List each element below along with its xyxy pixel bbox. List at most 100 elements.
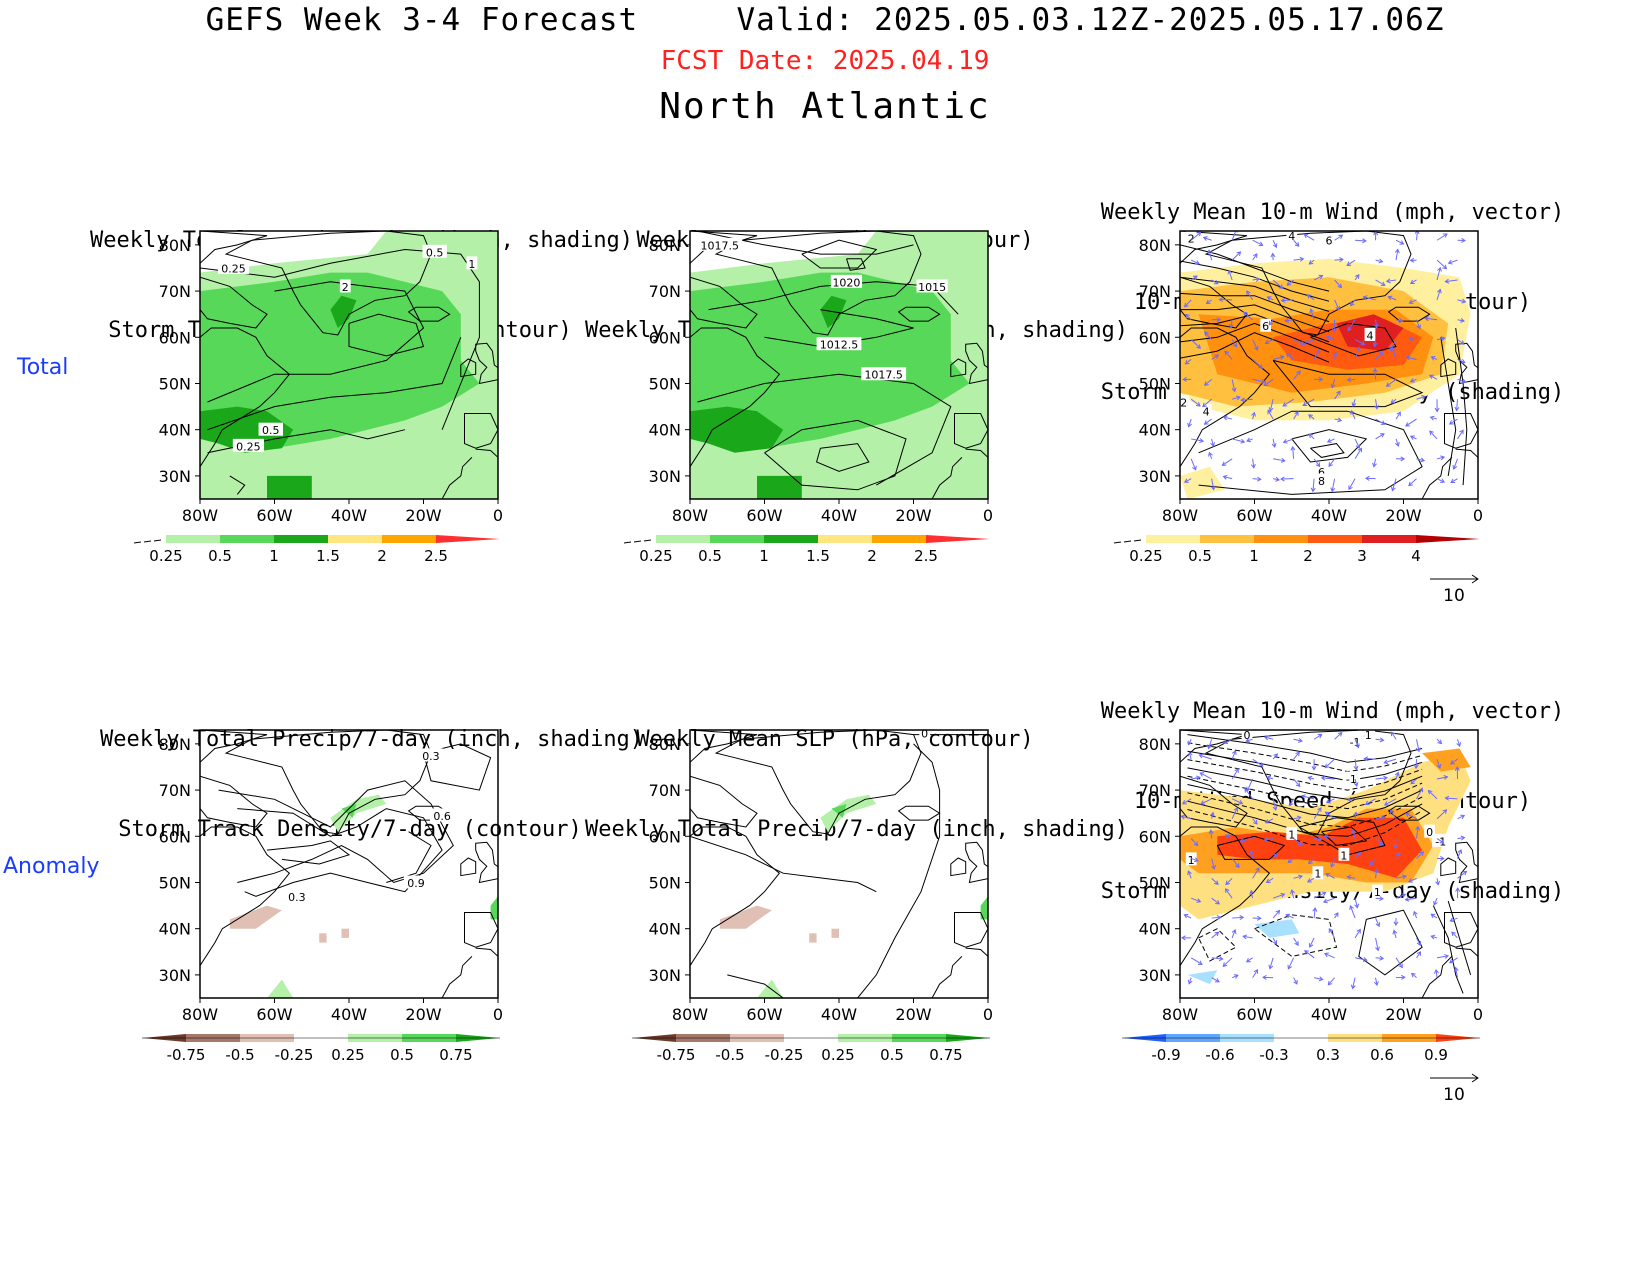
p6-wind-vector-110 (1354, 851, 1361, 859)
p6-wind-vector-27 (1231, 750, 1237, 760)
p6-wind-vector-103 (1327, 977, 1335, 986)
p6-wind-vector-12 (1187, 977, 1193, 985)
p6-wind-vector-127 (1375, 937, 1380, 952)
p1-lat-label-4: 40N (159, 421, 191, 440)
p6-wind-vector-2 (1191, 775, 1201, 781)
p6-contour-b2 (1321, 826, 1368, 847)
p6-vector-ref-label: 10 (1443, 1085, 1465, 1105)
p2-clabel-1-bg (830, 274, 863, 288)
p3-wind-vector-84 (1313, 349, 1320, 360)
p6-wind-vector-64 (1262, 974, 1274, 980)
p6-wind-vector-77 (1293, 977, 1298, 985)
p2-lon-label-0: 80W (672, 506, 708, 525)
p6-wind-vector-173 (1457, 814, 1466, 820)
p6-wind-vector-28 (1231, 768, 1239, 780)
p3-wind-vector-45 (1252, 359, 1263, 369)
p3-wind-vector-157 (1436, 259, 1448, 270)
p3-wind-vector-174 (1457, 339, 1465, 345)
p5-cbar-label-0: -0.75 (657, 1046, 696, 1064)
p4-contour-2 (218, 780, 454, 884)
p6-wind-vector-126 (1375, 917, 1381, 928)
p4-cbar-label-3: 0.25 (331, 1046, 364, 1064)
p6-wind-vector-160 (1436, 809, 1448, 820)
p1-lat-label-2: 60N (159, 328, 191, 347)
p3-clabel-1: 4 (1288, 230, 1295, 243)
p5-clabel-0-bg (919, 730, 931, 740)
p3-contour-d2 (1455, 327, 1468, 486)
p6-lon-label-1: 60W (1236, 1005, 1272, 1024)
p3-wind-vector-20 (1203, 378, 1212, 386)
p6-wind-vector-3 (1181, 798, 1192, 805)
p3-wind-vector-39 (1252, 239, 1264, 247)
p6-wind-vector-45 (1249, 849, 1255, 859)
p1-clabel-4: 0.5 (262, 424, 280, 437)
p6-wind-vector-6 (1191, 857, 1199, 863)
p2-cbar-dash-1 (633, 540, 642, 543)
p3-cbar-seg-0 (1146, 535, 1200, 543)
p3-wind-vector-143 (1414, 231, 1420, 241)
p5-shade-neg-2 (809, 933, 817, 943)
p6-clabel-5: 1 (1288, 828, 1295, 841)
p3-clabel-8-bg (1316, 473, 1327, 487)
p2-lat-label-5: 30N (649, 467, 681, 486)
p6-wind-vector-139 (1393, 918, 1399, 927)
p3-wind-vector-78 (1303, 233, 1315, 241)
p4-africa-coast (441, 947, 498, 998)
p6-wind-vector-73 (1290, 889, 1295, 899)
p6-lat-label-2: 60N (1139, 827, 1171, 846)
p6-wind-vector-161 (1436, 838, 1445, 844)
p5-lat-label-3: 50N (649, 873, 681, 892)
p3-wind-vector-114 (1354, 438, 1361, 449)
p3-wind-vector-83 (1304, 338, 1315, 344)
p6-wind-vector-43 (1252, 818, 1258, 825)
p3-wind-vector-80 (1313, 274, 1324, 281)
p5-lat-label-1: 70N (649, 781, 681, 800)
forecast-date: FCST Date: 2025.04.19 (660, 46, 990, 76)
p3-wind-vector-109 (1354, 339, 1366, 346)
p1-cbar-label-3: 1.5 (316, 547, 340, 565)
p4-lat-label-3: 50N (159, 873, 191, 892)
p3-wind-vector-178 (1448, 418, 1458, 425)
p6-wind-vector-122 (1375, 838, 1384, 846)
p2-clabel-2-bg (916, 279, 948, 293)
p5-shade-pos-2 (831, 803, 847, 818)
p4-clabel-3-bg (284, 889, 310, 903)
p5-ireland-coast (950, 857, 967, 877)
p4-lon-label-2: 40W (331, 1005, 367, 1024)
p3-wind-vector-145 (1409, 279, 1417, 285)
p3-lon-label-4: 0 (1473, 506, 1483, 525)
p3-wind-vector-32 (1224, 350, 1233, 360)
p3-wind-vector-8 (1190, 398, 1201, 407)
p2-baffin-coast (690, 276, 758, 329)
p6-wind-vector-38 (1231, 974, 1239, 979)
p4-lat-label-1: 70N (159, 781, 191, 800)
p1-cbar-dash-2 (153, 539, 162, 542)
p3-wind-vector-4 (1184, 313, 1192, 321)
p1-cbar-seg-4 (382, 535, 436, 543)
p1-clabel-1: 1 (468, 258, 475, 271)
p6-wind-vector-31 (1224, 834, 1233, 840)
p3-cbar-label-1: 0.5 (1188, 547, 1212, 565)
p5-uk-coast (965, 841, 988, 884)
p3-wind-vector-23 (1210, 438, 1216, 447)
p3-wind-vector-181 (1450, 478, 1458, 483)
p6-lat-label-4: 40N (1139, 920, 1171, 939)
p4-scandinavia-coast (497, 785, 498, 846)
p6-wind-vector-133 (1383, 798, 1397, 806)
p6-contour-a1 (1187, 742, 1423, 773)
p6-wind-vector-131 (1383, 758, 1397, 765)
p6-wind-vector-79 (1311, 759, 1317, 771)
p3-wind-vector-165 (1429, 415, 1438, 421)
p3-clabel-3: 6 (1262, 320, 1269, 333)
p6-wind-vector-138 (1395, 893, 1407, 899)
p3-arctic-islands-coast (1180, 231, 1248, 264)
p6-wind-vector-10 (1181, 935, 1192, 941)
p1-contour-1 (200, 248, 480, 430)
p3-wind-vector-163 (1428, 374, 1438, 380)
p3-cbar-seg-4 (1362, 535, 1416, 543)
p4-lon-label-4: 0 (493, 1005, 503, 1024)
p6-wind-vector-155 (1410, 972, 1417, 979)
p4-arctic-islands-coast (200, 730, 268, 763)
p3-wind-vector-85 (1314, 376, 1324, 382)
p3-wind-vector-21 (1202, 398, 1212, 408)
